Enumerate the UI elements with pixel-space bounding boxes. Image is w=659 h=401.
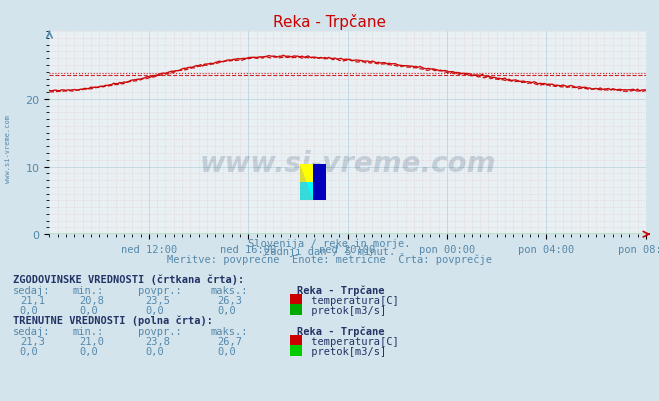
Text: 0,0: 0,0 (20, 346, 38, 356)
Text: povpr.:: povpr.: (138, 286, 182, 296)
Text: pretok[m3/s]: pretok[m3/s] (305, 346, 386, 356)
Text: 0,0: 0,0 (145, 346, 163, 356)
Text: pretok[m3/s]: pretok[m3/s] (305, 306, 386, 316)
Text: Reka - Trpčane: Reka - Trpčane (297, 326, 384, 336)
Text: www.si-vreme.com: www.si-vreme.com (5, 114, 11, 182)
Text: 0,0: 0,0 (217, 346, 236, 356)
Text: ZGODOVINSKE VREDNOSTI (črtkana črta):: ZGODOVINSKE VREDNOSTI (črtkana črta): (13, 274, 244, 285)
Polygon shape (300, 164, 313, 182)
Text: povpr.:: povpr.: (138, 326, 182, 336)
Text: Reka - Trpčane: Reka - Trpčane (273, 14, 386, 30)
Polygon shape (313, 164, 326, 200)
Text: Slovenija / reke in morje.: Slovenija / reke in morje. (248, 239, 411, 249)
Text: sedaj:: sedaj: (13, 326, 51, 336)
Text: 21,0: 21,0 (79, 336, 104, 346)
Text: Reka - Trpčane: Reka - Trpčane (297, 285, 384, 296)
Text: 0,0: 0,0 (79, 306, 98, 316)
Polygon shape (300, 182, 313, 200)
Text: 20,8: 20,8 (79, 296, 104, 306)
Text: min.:: min.: (72, 326, 103, 336)
Text: 21,3: 21,3 (20, 336, 45, 346)
Text: 0,0: 0,0 (79, 346, 98, 356)
Text: 0,0: 0,0 (20, 306, 38, 316)
Text: www.si-vreme.com: www.si-vreme.com (200, 150, 496, 178)
Text: sedaj:: sedaj: (13, 286, 51, 296)
Text: maks.:: maks.: (211, 286, 248, 296)
Text: TRENUTNE VREDNOSTI (polna črta):: TRENUTNE VREDNOSTI (polna črta): (13, 315, 213, 326)
Text: 23,8: 23,8 (145, 336, 170, 346)
Text: temperatura[C]: temperatura[C] (305, 296, 399, 306)
Text: min.:: min.: (72, 286, 103, 296)
Text: maks.:: maks.: (211, 326, 248, 336)
Text: Meritve: povprečne  Enote: metrične  Črta: povprečje: Meritve: povprečne Enote: metrične Črta:… (167, 253, 492, 265)
Text: 26,7: 26,7 (217, 336, 243, 346)
Text: 21,1: 21,1 (20, 296, 45, 306)
Text: temperatura[C]: temperatura[C] (305, 336, 399, 346)
Text: 0,0: 0,0 (217, 306, 236, 316)
Text: 26,3: 26,3 (217, 296, 243, 306)
Text: 23,5: 23,5 (145, 296, 170, 306)
Text: zadnji dan / 5 minut.: zadnji dan / 5 minut. (264, 247, 395, 257)
Polygon shape (300, 164, 313, 200)
Text: 0,0: 0,0 (145, 306, 163, 316)
